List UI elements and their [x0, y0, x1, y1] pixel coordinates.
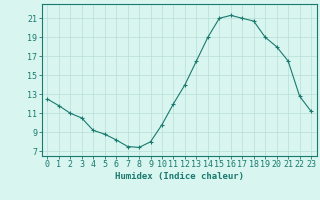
- X-axis label: Humidex (Indice chaleur): Humidex (Indice chaleur): [115, 172, 244, 181]
